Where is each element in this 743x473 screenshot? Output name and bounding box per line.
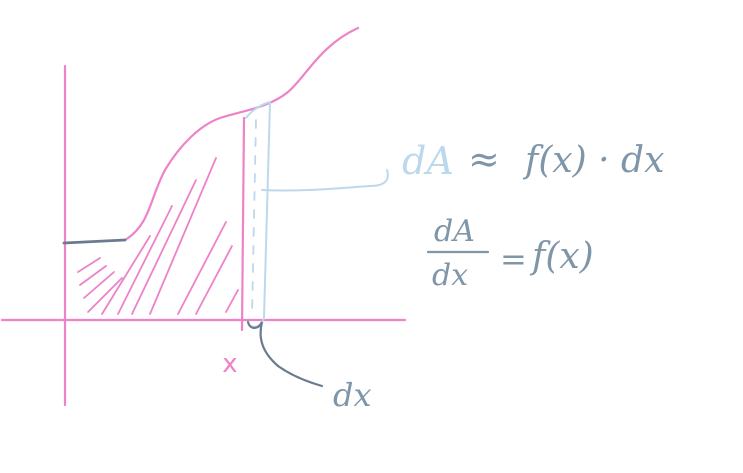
dx-strip xyxy=(245,100,272,328)
eq1-approx: ≈ xyxy=(468,137,500,181)
dx-pointer xyxy=(246,320,324,388)
x-tick-label: x xyxy=(222,349,237,379)
curve-start-segment xyxy=(62,238,127,245)
eq2-denominator: dx xyxy=(432,258,468,293)
eq2-rhs: f(x) xyxy=(529,236,594,277)
eq1-rhs: f(x) · dx xyxy=(522,140,664,181)
equation-derivative: dA dx = f(x) xyxy=(426,214,594,293)
eq1-lhs: dA xyxy=(402,139,454,183)
eq2-equals: = xyxy=(500,240,527,278)
dx-strip-dashed xyxy=(251,119,257,317)
x-vertical-line xyxy=(240,116,246,332)
eq2-numerator: dA xyxy=(434,214,475,249)
dx-label: dx xyxy=(333,376,372,414)
equation-area-approx: dA ≈ f(x) · dx xyxy=(402,137,664,183)
function-curve xyxy=(123,26,360,242)
da-connector xyxy=(261,169,389,192)
area-hatching xyxy=(77,157,239,315)
